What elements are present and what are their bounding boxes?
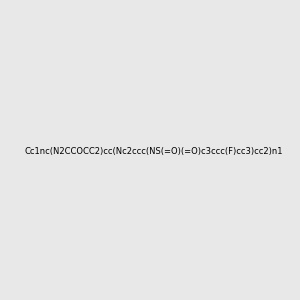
Text: Cc1nc(N2CCOCC2)cc(Nc2ccc(NS(=O)(=O)c3ccc(F)cc3)cc2)n1: Cc1nc(N2CCOCC2)cc(Nc2ccc(NS(=O)(=O)c3ccc… [25,147,283,156]
